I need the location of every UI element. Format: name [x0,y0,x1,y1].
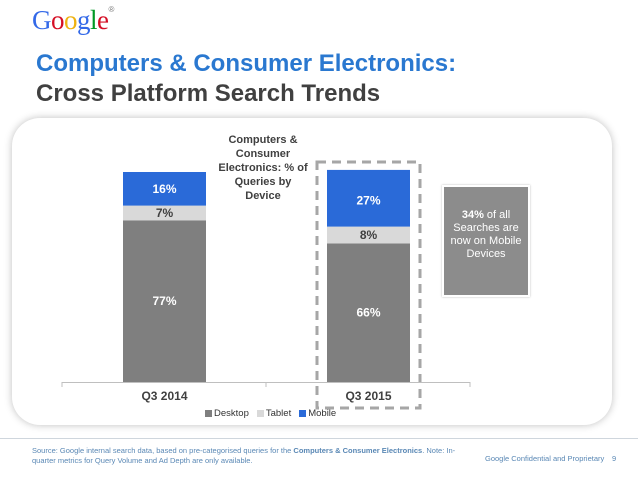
data-label-tablet: 8% [360,228,378,242]
logo-letter: o [64,5,78,35]
data-label-mobile: 27% [356,193,380,207]
source-note: Source: Google internal search data, bas… [32,446,472,466]
source-prefix: Source: Google internal search data, bas… [32,446,294,455]
legend-label: Mobile [308,408,337,419]
chart-title: Computers & Consumer Electronics: % of Q… [218,134,308,202]
source-bold: Computers & Consumer Electronics [293,446,423,455]
legend-item-mobile: Mobile [299,408,336,419]
legend-item-tablet: Tablet [256,408,292,419]
page-title: Computers & Consumer Electronics: [36,50,457,77]
highlight-box [315,160,422,410]
logo-letter: o [51,5,65,35]
page-subtitle: Cross Platform Search Trends [36,80,381,107]
data-label-mobile: 16% [152,182,176,196]
data-label-desktop: 66% [356,306,380,320]
bar-mobile [123,172,206,206]
legend-swatch [205,410,212,417]
data-label-tablet: 7% [156,206,174,220]
page-number: 9 [612,454,617,463]
google-logo: Google® [32,5,114,36]
mobile-share-callout: 34% of all Searches are now on Mobile De… [442,185,530,297]
legend-item-desktop: Desktop [205,408,249,419]
x-tick-label: Q3 2015 [345,389,391,403]
callout-highlight: 34% [461,209,484,221]
trademark-symbol: ® [108,5,115,14]
x-tick-label: Q3 2014 [141,389,187,403]
bar-mobile [327,169,410,227]
logo-letter: l [90,5,98,35]
source-suffix: . Note: In-quarter metrics for Query Vol… [32,446,456,465]
data-label-desktop: 77% [152,294,176,308]
bar-tablet [327,226,410,244]
logo-letter: e [97,5,109,35]
bar-tablet [123,205,206,221]
legend-label: Tablet [265,408,292,419]
logo-letter: g [77,5,91,35]
callout-text: of all Searches are now on Mobile Device… [450,209,522,260]
bar-desktop [327,243,410,382]
legend-swatch [256,410,264,417]
confidential-label: Google Confidential and Proprietary [485,454,605,463]
logo-letter: G [32,5,52,35]
bar-desktop [123,220,206,382]
legend-label: Desktop [214,408,249,419]
chart-legend: Desktop Tablet Mobile [205,408,336,419]
footer-divider [0,438,638,439]
legend-swatch [299,410,307,417]
